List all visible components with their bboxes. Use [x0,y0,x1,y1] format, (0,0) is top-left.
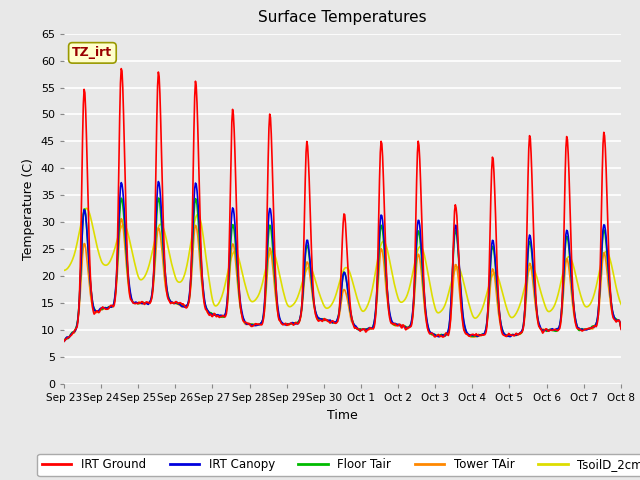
Legend: IRT Ground, IRT Canopy, Floor Tair, Tower TAir, TsoilD_2cm: IRT Ground, IRT Canopy, Floor Tair, Towe… [37,454,640,476]
Y-axis label: Temperature (C): Temperature (C) [22,158,35,260]
X-axis label: Time: Time [327,408,358,421]
Text: TZ_irt: TZ_irt [72,47,113,60]
Title: Surface Temperatures: Surface Temperatures [258,11,427,25]
